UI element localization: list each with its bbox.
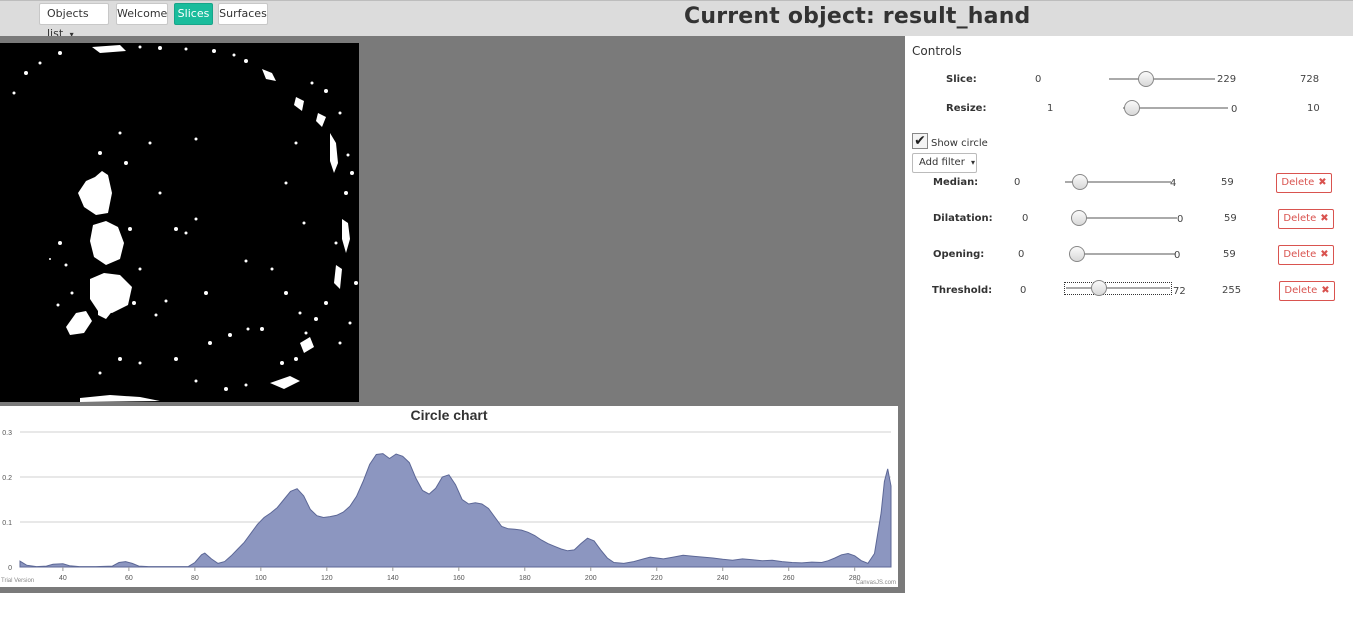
chart-canvas: Circle chart 40 60 80 100 120 140 160 180 200 220… — [1, 407, 896, 586]
dilatation-min: 0 — [1022, 213, 1029, 224]
resize-value: 0 — [1231, 104, 1238, 115]
threshold-max: 255 — [1222, 285, 1242, 296]
slice-mask-drawing — [0, 43, 359, 402]
delete-label: Delete — [1283, 249, 1317, 260]
slice-viewer: Circle chart 40 60 80 100 120 140 160 180 200 220… — [0, 36, 905, 593]
median-min: 0 — [1014, 177, 1021, 188]
dilatation-max: 59 — [1224, 213, 1237, 224]
y-tick-label: 0.2 — [2, 475, 12, 482]
add-filter-label: Add filter — [919, 157, 965, 168]
threshold-slider[interactable] — [1064, 280, 1172, 296]
chart-footer-left: Trial Version — [1, 578, 34, 584]
delete-label: Delete — [1284, 285, 1318, 296]
median-value: 4 — [1170, 178, 1177, 189]
opening-min: 0 — [1018, 249, 1025, 260]
opening-delete-button[interactable]: Delete ✖ — [1278, 245, 1334, 265]
x-tick-label: 240 — [717, 575, 729, 582]
x-tick-label: 100 — [255, 575, 267, 582]
dilatation-delete-button[interactable]: Delete ✖ — [1278, 209, 1334, 229]
close-icon: ✖ — [1320, 249, 1329, 260]
controls-panel: Controls Slice: 0 229 728 Resize: 1 0 10… — [905, 36, 1353, 630]
dilatation-slider-handle[interactable] — [1071, 210, 1087, 226]
circle-chart: Circle chart 40 60 80 100 120 140 160 180 200 220… — [0, 406, 898, 587]
threshold-slider-track[interactable] — [1066, 287, 1170, 289]
checkmark-icon: ✔ — [914, 133, 926, 149]
slices-button[interactable]: Slices — [174, 3, 213, 25]
x-tick-label: 60 — [125, 575, 133, 582]
chart-title: Circle chart — [410, 407, 487, 423]
slice-image[interactable] — [0, 43, 359, 402]
opening-value: 0 — [1174, 250, 1181, 261]
resize-label: Resize: — [946, 103, 987, 114]
median-delete-button[interactable]: Delete ✖ — [1276, 173, 1332, 193]
x-tick-label: 280 — [849, 575, 861, 582]
resize-max: 10 — [1307, 103, 1320, 114]
opening-slider-handle[interactable] — [1069, 246, 1085, 262]
dilatation-value: 0 — [1177, 214, 1184, 225]
slice-max: 728 — [1300, 74, 1320, 85]
y-tick-label: 0 — [8, 565, 12, 572]
welcome-button[interactable]: Welcome — [116, 3, 168, 25]
threshold-delete-button[interactable]: Delete ✖ — [1279, 281, 1335, 301]
opening-label: Opening: — [933, 249, 985, 260]
objects-list-dropdown[interactable]: Objects list ▾ — [39, 3, 109, 40]
delete-label: Delete — [1281, 177, 1315, 188]
resize-slider-handle[interactable] — [1124, 100, 1140, 116]
y-tick-label: 0.1 — [2, 520, 12, 527]
slice-min: 0 — [1035, 74, 1042, 85]
threshold-label: Threshold: — [932, 285, 993, 296]
opening-slider-track[interactable] — [1069, 253, 1175, 255]
add-filter-dropdown[interactable]: Add filter ▾ — [912, 153, 977, 173]
chevron-down-icon: ▾ — [971, 158, 976, 167]
median-slider-track[interactable] — [1065, 181, 1171, 183]
top-navbar: Objects list ▾ Welcome Slices Surfaces C… — [0, 0, 1353, 40]
delete-label: Delete — [1283, 213, 1317, 224]
close-icon: ✖ — [1321, 285, 1330, 296]
resize-slider-track[interactable] — [1123, 107, 1228, 109]
resize-min: 1 — [1047, 103, 1054, 114]
x-tick-label: 260 — [783, 575, 795, 582]
show-circle-checkbox[interactable]: ✔ — [912, 133, 928, 149]
page-title: Current object: result_hand — [684, 4, 1031, 29]
median-max: 59 — [1221, 177, 1234, 188]
threshold-slider-handle[interactable] — [1091, 280, 1107, 296]
slice-slider-track[interactable] — [1109, 78, 1215, 80]
x-tick-label: 220 — [651, 575, 663, 582]
dilatation-slider-track[interactable] — [1071, 217, 1177, 219]
controls-heading: Controls — [912, 44, 962, 58]
surfaces-button[interactable]: Surfaces — [218, 3, 268, 25]
chevron-down-icon: ▾ — [69, 30, 74, 39]
slice-slider-handle[interactable] — [1138, 71, 1154, 87]
threshold-value: 72 — [1173, 286, 1186, 297]
x-tick-label: 140 — [387, 575, 399, 582]
show-circle-label[interactable]: Show circle — [931, 138, 988, 149]
x-tick-label: 200 — [585, 575, 597, 582]
close-icon: ✖ — [1320, 213, 1329, 224]
chart-area-series — [19, 453, 892, 568]
x-tick-label: 120 — [321, 575, 333, 582]
slice-label: Slice: — [946, 74, 977, 85]
x-tick-label: 80 — [191, 575, 199, 582]
median-slider-handle[interactable] — [1072, 174, 1088, 190]
x-tick-label: 180 — [519, 575, 531, 582]
slice-value: 229 — [1217, 74, 1237, 85]
opening-max: 59 — [1223, 249, 1236, 260]
dilatation-label: Dilatation: — [933, 213, 993, 224]
close-icon: ✖ — [1318, 177, 1327, 188]
threshold-min: 0 — [1020, 285, 1027, 296]
median-label: Median: — [933, 177, 979, 188]
y-tick-label: 0.3 — [2, 430, 12, 437]
chart-footer-right[interactable]: CanvasJS.com — [856, 580, 896, 586]
x-tick-label: 40 — [59, 575, 67, 582]
x-tick-label: 160 — [453, 575, 465, 582]
